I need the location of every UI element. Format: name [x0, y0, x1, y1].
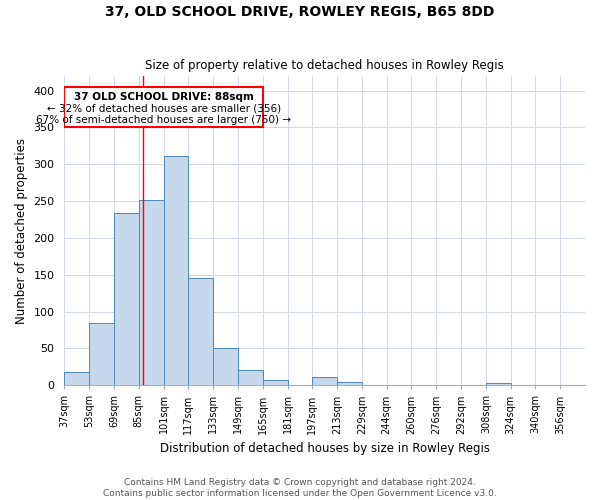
Bar	[337, 382, 362, 386]
Bar	[114, 213, 139, 386]
Text: 67% of semi-detached houses are larger (750) →: 67% of semi-detached houses are larger (…	[36, 116, 291, 126]
Bar	[64, 372, 89, 386]
Y-axis label: Number of detached properties: Number of detached properties	[15, 138, 28, 324]
Bar	[64, 87, 263, 128]
Title: Size of property relative to detached houses in Rowley Regis: Size of property relative to detached ho…	[145, 59, 504, 72]
Text: Contains HM Land Registry data © Crown copyright and database right 2024.
Contai: Contains HM Land Registry data © Crown c…	[103, 478, 497, 498]
Bar	[263, 380, 287, 386]
Text: 37 OLD SCHOOL DRIVE: 88sqm: 37 OLD SCHOOL DRIVE: 88sqm	[74, 92, 254, 102]
Text: 37, OLD SCHOOL DRIVE, ROWLEY REGIS, B65 8DD: 37, OLD SCHOOL DRIVE, ROWLEY REGIS, B65 …	[106, 5, 494, 19]
Bar	[188, 278, 213, 386]
Bar	[486, 383, 511, 386]
Bar	[139, 200, 164, 386]
Bar	[238, 370, 263, 386]
Bar	[89, 324, 114, 386]
X-axis label: Distribution of detached houses by size in Rowley Regis: Distribution of detached houses by size …	[160, 442, 490, 455]
Bar	[313, 377, 337, 386]
Text: ← 32% of detached houses are smaller (356): ← 32% of detached houses are smaller (35…	[47, 104, 281, 114]
Bar	[213, 348, 238, 386]
Bar	[164, 156, 188, 386]
